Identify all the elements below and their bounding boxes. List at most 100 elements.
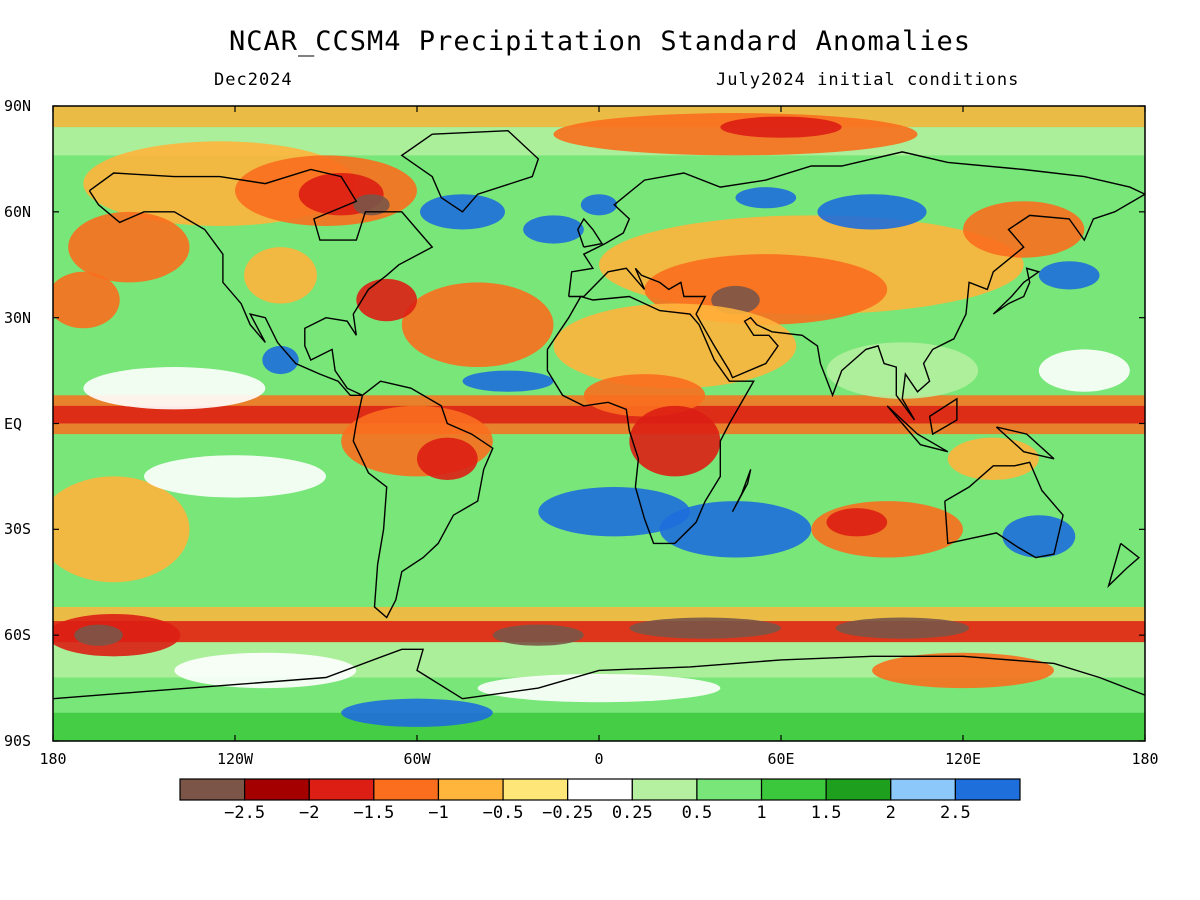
colorbar-swatch [567, 778, 633, 801]
coastline [886, 405, 949, 453]
colorbar-tick-label: −0.5 [482, 803, 524, 823]
anomaly-region [417, 437, 478, 480]
colorbar-swatch [244, 778, 310, 801]
valid-month-label: Dec2024 [214, 70, 293, 90]
anomaly-region [538, 487, 691, 537]
anomaly-region [523, 215, 584, 244]
coastline [992, 267, 1041, 315]
coastline [546, 295, 755, 545]
anomaly-region [492, 624, 584, 646]
anomaly-region [53, 476, 190, 583]
anomaly-region [553, 113, 918, 156]
anomaly-region [262, 345, 299, 375]
coastline [928, 397, 958, 436]
anomaly-region [68, 211, 190, 283]
anomaly-region [83, 367, 266, 410]
colorbar-swatch [179, 778, 246, 801]
anomaly-region [341, 698, 493, 727]
lat-tick-label: 60S [4, 626, 32, 645]
lat-tick-label: 90S [4, 732, 32, 750]
init-conditions-label: July2024 initial conditions [716, 70, 1020, 90]
anomaly-region [477, 673, 721, 703]
colorbar-tick-label: −1 [428, 803, 449, 823]
coastline [53, 648, 1145, 700]
anomaly-region [580, 194, 618, 216]
colorbar-swatch [437, 778, 504, 801]
anomaly-region [963, 201, 1085, 258]
anomaly-region [817, 194, 927, 230]
anomaly-region [826, 508, 888, 537]
anomaly-region [872, 652, 1054, 689]
anomaly-region [629, 617, 782, 639]
anomaly-region [353, 194, 390, 216]
colorbar-swatch [890, 778, 956, 801]
coastline [995, 426, 1055, 460]
anomaly-region [947, 437, 1039, 480]
colorbar-tick-label: 0.25 [611, 803, 653, 823]
lon-tick-label: 180 [39, 750, 67, 768]
lon-tick-label: 120E [944, 750, 982, 768]
colorbar-tick-label: 0.5 [681, 803, 713, 823]
lon-tick-label: 180 [1131, 750, 1159, 768]
colorbar-tick-label: 1 [756, 803, 767, 823]
anomaly-region [826, 342, 979, 399]
anomaly-region [1038, 349, 1130, 392]
anomaly-region [462, 370, 554, 392]
colorbar-swatch [696, 778, 763, 801]
anomaly-region [711, 285, 760, 315]
anomaly-band [53, 621, 1145, 643]
colorbar [179, 778, 1021, 801]
colorbar-swatch [502, 778, 569, 801]
anomaly-region [735, 187, 797, 209]
map-title: NCAR_CCSM4 Precipitation Standard Anomal… [229, 26, 971, 57]
lat-tick-label: 60N [4, 202, 32, 221]
colorbar-swatch [825, 778, 892, 801]
colorbar-tick-label: −2.5 [224, 803, 266, 823]
anomaly-band [53, 405, 1145, 424]
colorbar-tick-label: 2.5 [940, 803, 971, 823]
colorbar-tick-label: 2 [885, 803, 896, 823]
lon-tick-label: 60W [403, 750, 431, 768]
anomaly-region [720, 116, 842, 138]
coastline [731, 469, 752, 513]
anomaly-region [244, 247, 317, 304]
anomaly-region [356, 278, 417, 322]
colorbar-swatch [760, 778, 827, 801]
anomaly-region [1002, 515, 1076, 558]
colorbar-swatch [373, 778, 440, 801]
lat-tick-label: 30N [4, 308, 32, 327]
coastline [352, 380, 494, 619]
anomaly-region [144, 455, 326, 498]
colorbar-swatch [954, 778, 1021, 801]
anomaly-region [835, 617, 970, 639]
lon-tick-label: 0 [594, 750, 604, 768]
lat-tick-label: EQ [4, 414, 23, 433]
colorbar-tick-label: −2 [298, 803, 320, 823]
anomaly-region [53, 271, 120, 329]
colorbar-tick-label: 1.5 [810, 803, 842, 823]
axis-ticks [52, 105, 1146, 742]
lat-tick-label: 30S [4, 520, 32, 539]
lat-tick-label: 90N [4, 97, 32, 115]
colorbar-swatch [631, 778, 698, 801]
coastline [400, 129, 540, 213]
coastline [1107, 542, 1141, 589]
colorbar-tick-label: −0.25 [542, 803, 594, 823]
coastline [568, 193, 1145, 421]
coastline [944, 461, 1064, 559]
lon-tick-label: 60E [767, 750, 795, 768]
coastline [88, 168, 434, 396]
anomaly-region [659, 501, 812, 558]
anomaly-field [53, 106, 1145, 741]
coastline [568, 151, 1145, 297]
coastline [577, 217, 604, 248]
lon-tick-label: 120W [216, 750, 254, 768]
colorbar-swatch [308, 778, 375, 801]
coastlines [53, 129, 1145, 700]
anomaly-region [74, 624, 123, 646]
anomaly-region [553, 303, 797, 389]
anomaly-region [401, 282, 554, 368]
anomaly-region [629, 405, 721, 477]
colorbar-tick-label: −1.5 [353, 803, 395, 823]
